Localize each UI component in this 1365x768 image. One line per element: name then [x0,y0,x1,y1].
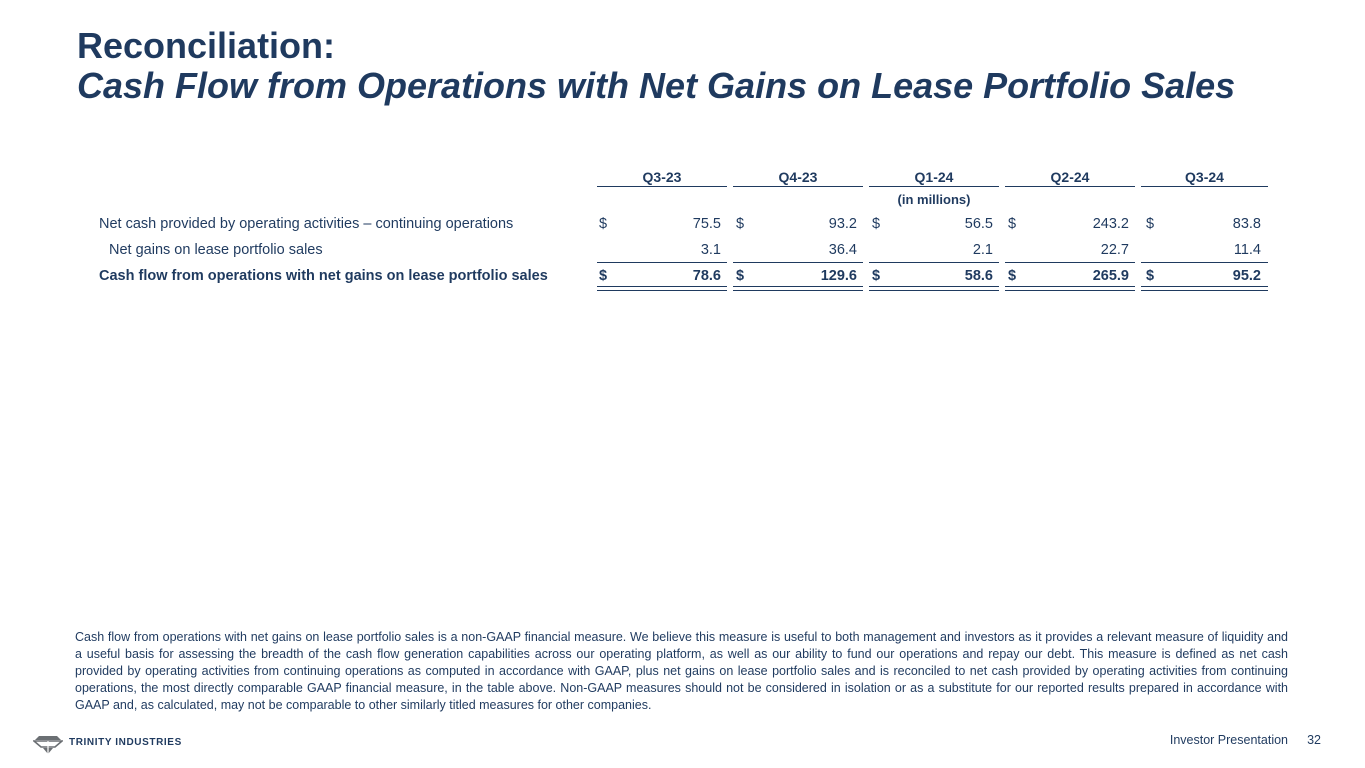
column-header-q4-23: Q4-23 [778,169,818,185]
total-double-rule [1005,286,1135,291]
trinity-logo-icon [33,736,63,754]
currency-symbol: $ [736,216,745,232]
unit-label: (in millions) [897,192,971,207]
total-double-rule [869,286,999,291]
currency-symbol: $ [1008,268,1017,284]
row-label-total: Cash flow from operations with net gains… [99,268,548,284]
table-cell: 78.6 [692,268,721,284]
table-cell: 129.6 [820,268,857,284]
table-cell: 93.2 [828,216,857,232]
currency-symbol: $ [599,268,608,284]
currency-symbol: $ [1146,268,1155,284]
column-header-q3-23: Q3-23 [642,169,682,185]
table-cell: 58.6 [964,268,993,284]
column-header-q2-24: Q2-24 [1050,169,1090,185]
currency-symbol: $ [1008,216,1017,232]
subtotal-rule [733,262,863,263]
table-cell: 83.8 [1232,216,1261,232]
table-cell: 95.2 [1232,268,1261,284]
column-header-q3-24: Q3-24 [1185,169,1224,185]
slide-title: Reconciliation: Cash Flow from Operation… [77,26,1235,106]
subtotal-rule [1141,262,1268,263]
table-cell: 22.7 [1100,242,1129,258]
title-line-1: Reconciliation: [77,25,336,66]
page-number: 32 [1307,733,1321,747]
footer-label: Investor Presentation [1169,733,1288,747]
table-cell: 75.5 [692,216,721,232]
header-rule [1005,186,1135,187]
subtotal-rule [869,262,999,263]
total-double-rule [733,286,863,291]
currency-symbol: $ [872,216,881,232]
subtotal-rule [1005,262,1135,263]
company-logo: TRINITY INDUSTRIES [33,733,193,755]
table-cell: 265.9 [1092,268,1129,284]
row-label-net-gains: Net gains on lease portfolio sales [109,242,323,258]
non-gaap-footnote: Cash flow from operations with net gains… [75,630,1288,712]
row-label-operating-cash: Net cash provided by operating activitie… [99,216,514,232]
header-rule [597,186,727,187]
table-cell: 2.1 [972,242,993,258]
logo-text: TRINITY INDUSTRIES [69,737,182,748]
currency-symbol: $ [599,216,608,232]
column-header-q1-24: Q1-24 [914,169,954,185]
subtotal-rule [597,262,727,263]
currency-symbol: $ [1146,216,1155,232]
table-cell: 36.4 [828,242,857,258]
table-cell: 56.5 [964,216,993,232]
header-rule [869,186,999,187]
table-cell: 11.4 [1233,242,1261,258]
reconciliation-table: Q3-23 Q4-23 Q1-24 Q2-24 Q3-24 (in millio… [0,0,1365,300]
title-line-2: Cash Flow from Operations with Net Gains… [77,65,1236,106]
table-cell: 3.1 [700,242,721,258]
currency-symbol: $ [872,268,881,284]
currency-symbol: $ [736,268,745,284]
header-rule [1141,186,1268,187]
table-cell: 243.2 [1092,216,1129,232]
total-double-rule [597,286,727,291]
total-double-rule [1141,286,1268,291]
header-rule [733,186,863,187]
